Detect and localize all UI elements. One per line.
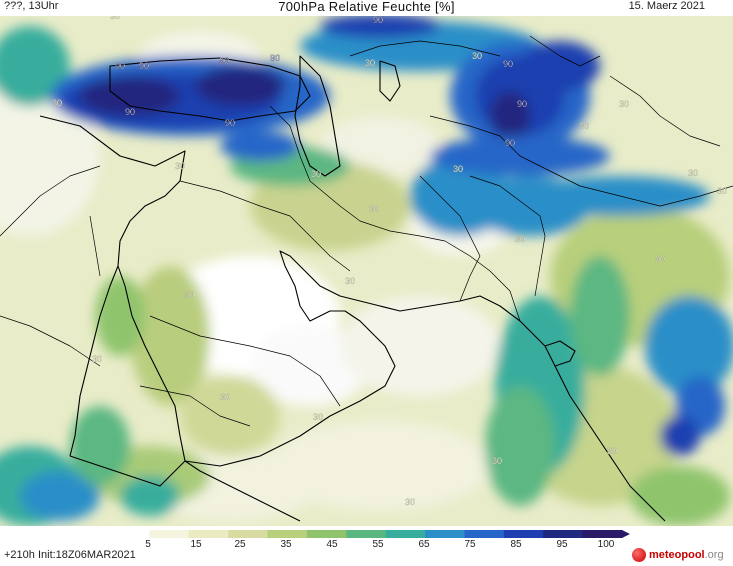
contour-label: 90 [115,61,125,71]
contour-label: 30 [311,169,321,179]
contour-label: 30 [579,121,589,131]
colorbar-swatch [267,530,308,538]
humidity-map: 90 90 90 90 90 90 90 90 90 90 30 30 30 30 30 30 30 30 30 30… [0,16,733,526]
contour-label: 30 [619,99,629,109]
humidity-field [0,16,733,526]
colorbar-swatch [503,530,544,538]
colorbar-tick-label: 95 [556,539,568,548]
colorbar-swatches [110,530,630,538]
contour-label: 30 [52,98,62,108]
contour-label: 30 [313,412,323,422]
brand-tld: .org [704,549,724,561]
colorbar-swatch [110,530,150,538]
contour-label: 30 [365,58,375,68]
contour-label: 30 [453,164,463,174]
contour-label: 90 [225,118,235,128]
contour-label: 30 [492,456,502,466]
map-title: 700hPa Relative Feuchte [%] [278,0,455,14]
colorbar-tick-label: 75 [464,539,476,548]
contour-label: 30 [184,290,194,300]
contour-label: 90 [219,56,229,66]
contour-label: 30 [405,497,415,507]
contour-label: 90 [270,53,280,63]
colorbar-swatch [464,530,505,538]
colorbar-tick-label: 100 [598,539,615,548]
colorbar-swatch [425,530,466,538]
contour-label: 30 [345,276,355,286]
colorbar-swatch [228,530,269,538]
contour-label: 30 [515,234,525,244]
colorbar-tick-label: 5 [145,539,151,548]
colorbar-ticks: 5 15 25 35 45 55 65 75 85 95 100 [145,539,615,548]
forecast-date-label: 15. Maerz 2021 [628,0,705,12]
map-footer: 5 15 25 35 45 55 65 75 85 95 100 +210h Init:18Z06M… [0,526,733,566]
contour-label: 30 [220,392,230,402]
meteopool-logo-icon [632,548,646,562]
contour-label: 30 [175,161,185,171]
contour-label: 90 [517,99,527,109]
colorbar-tick-label: 25 [234,539,246,548]
colorbar-swatch [149,530,190,538]
forecast-day-label: ???, 13Uhr [4,0,59,12]
coastlines [0,35,733,522]
colorbar-tick-label: 85 [510,539,522,548]
colorbar-tick-label: 15 [190,539,202,548]
contour-label: 30 [369,204,379,214]
map-header: ???, 13Uhr 700hPa Relative Feuchte [%] 1… [0,0,733,16]
colorbar-tick-label: 65 [418,539,430,548]
contour-label: 30 [472,51,482,61]
contour-label: 30 [92,354,102,364]
colorbar-swatch [543,530,584,538]
colorbar: 5 15 25 35 45 55 65 75 85 95 100 [110,530,630,548]
contour-label: 90 [139,61,149,71]
colorbar-swatch [385,530,426,538]
contour-label: 90 [505,138,515,148]
colorbar-tick-label: 45 [326,539,338,548]
contour-label: 30 [688,168,698,178]
contour-label: 90 [503,59,513,69]
contour-label: 30 [717,186,727,196]
colorbar-arrow [622,530,630,538]
brand-main: meteopool [649,549,705,561]
contour-label: 30 [110,16,120,21]
brand-text: meteopool.org [649,549,724,561]
colorbar-swatch [188,530,229,538]
contour-label: 30 [607,446,617,456]
contour-label: 90 [125,107,135,117]
colorbar-tick-label: 35 [280,539,292,548]
init-time-label: +210h Init:18Z06MAR2021 [4,549,136,561]
contour-label: 30 [655,254,665,264]
brand-logo[interactable]: meteopool.org [632,546,724,564]
colorbar-tick-label: 55 [372,539,384,548]
colorbar-swatch [306,530,347,538]
colorbar-swatch [582,530,623,538]
colorbar-swatch [346,530,387,538]
contour-label: 90 [373,16,383,25]
contour-labels: 90 90 90 90 90 90 90 90 90 90 30 30 30 30 30 30 30 30 30 30… [52,16,727,507]
